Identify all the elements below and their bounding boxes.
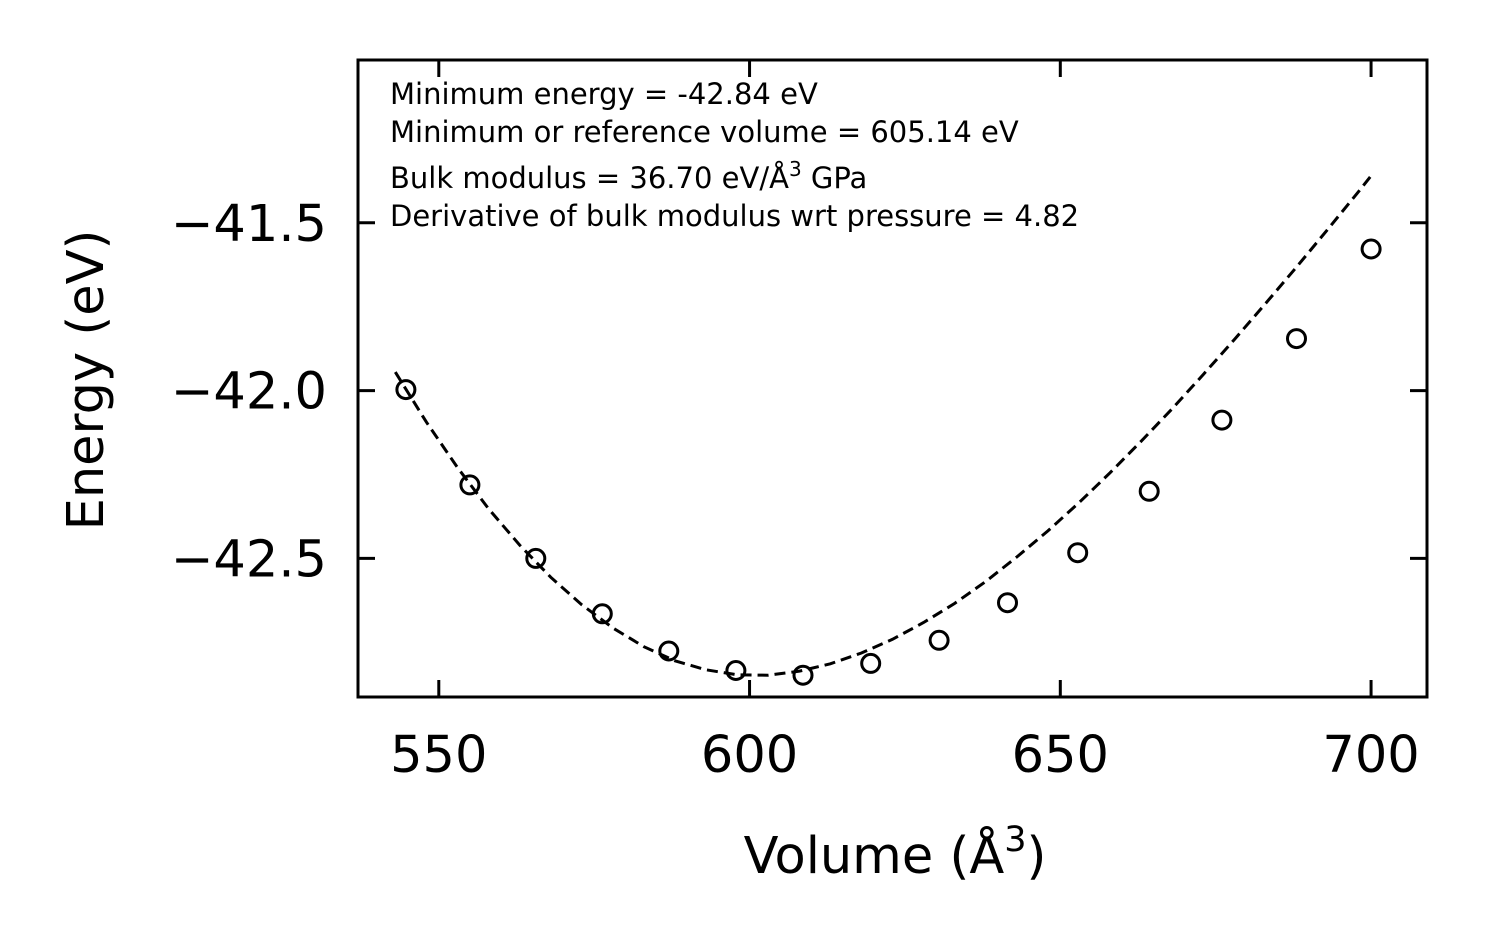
y-tick-label: −42.0 [171,363,327,422]
x-axis-title-sup: 3 [1004,820,1026,860]
data-point [658,640,680,662]
annotation-bulk-modulus: Bulk modulus = 36.70 eV/Å3 GPa [390,157,867,195]
data-point [525,547,547,569]
annotation-bulk-modulus-sup: 3 [789,157,802,181]
annotation-bulk-modulus-text: Bulk modulus = 36.70 eV/Å [390,161,789,195]
y-tick-label: −41.5 [171,195,327,254]
y-tick-label: −42.5 [171,530,327,589]
fit-curve [394,174,1373,677]
annotation-bulk-modulus-derivative: Derivative of bulk modulus wrt pressure … [390,199,1079,233]
ticks-layer: 550 600 650 700 −41.5 −42.0 −42.5 [171,60,1427,785]
annotation-bulk-modulus-tail: GPa [802,161,868,195]
data-point [1360,238,1382,260]
x-tick-label: 650 [1012,726,1109,785]
x-axis-title-text: Volume (Å [744,824,1005,886]
data-point [1138,480,1160,502]
fit-curve-layer [394,174,1373,677]
data-point [1211,409,1233,431]
data-point [725,660,747,681]
x-tick-label: 550 [390,726,487,785]
x-axis-title-close: ) [1027,827,1047,886]
annotation-min-energy: Minimum energy = -42.84 eV [390,77,818,111]
data-point [860,652,882,674]
data-point [1067,542,1089,564]
data-point [792,664,814,686]
data-point [1286,328,1307,350]
x-tick-label: 600 [701,726,798,785]
plot-frame [356,58,1429,699]
data-points-layer [395,238,1382,686]
x-tick-label: 700 [1322,726,1419,785]
annotation-ref-volume: Minimum or reference volume = 605.14 eV [390,115,1019,149]
y-axis-title: Energy (eV) [57,230,116,531]
x-axis-title: Volume (Å3) [744,820,1047,886]
data-point [591,603,613,625]
data-point [459,474,481,496]
data-point [928,629,950,651]
data-point [997,592,1018,614]
data-point [395,379,417,401]
